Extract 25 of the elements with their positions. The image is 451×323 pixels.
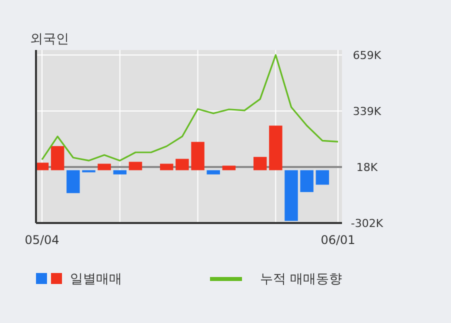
y-tick-label: -302K [350, 217, 384, 230]
bar [98, 164, 111, 170]
bar [253, 156, 267, 170]
bar [269, 126, 282, 170]
y-tick-label: 339K [352, 104, 382, 118]
bar [284, 170, 298, 221]
bar [176, 158, 189, 170]
bar [316, 170, 330, 185]
x-tick-label: 05/04 [24, 233, 60, 247]
chart-title: 외국인 [30, 32, 69, 47]
legend-label: 일별매매 [70, 272, 122, 287]
bar [50, 146, 64, 170]
y-tick-label: 18K [356, 161, 378, 174]
legend-label: 누적 매매동향 [260, 272, 342, 287]
bar [113, 170, 127, 174]
bar [300, 170, 314, 192]
bar [222, 166, 236, 170]
bar [191, 142, 204, 170]
bar [128, 162, 142, 170]
y-tick-label: 659K [352, 49, 382, 62]
line-series [41, 54, 339, 162]
bar [160, 164, 174, 170]
bar [206, 170, 220, 174]
x-tick-label: 06/01 [320, 233, 356, 247]
bar [66, 170, 80, 194]
